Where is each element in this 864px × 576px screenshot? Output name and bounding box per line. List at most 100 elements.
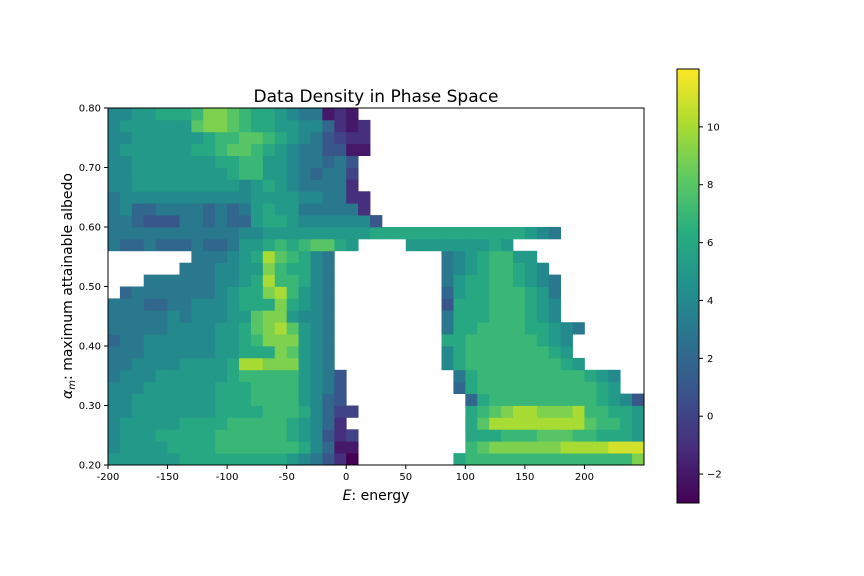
heatmap-cell xyxy=(524,310,538,323)
heatmap-cell xyxy=(524,429,538,442)
heatmap-cell xyxy=(108,346,121,359)
x-tick-label: 100 xyxy=(456,472,475,483)
heatmap-cell xyxy=(501,238,514,252)
heatmap-cell xyxy=(477,286,490,299)
heatmap-cell xyxy=(119,215,133,228)
heatmap-cell xyxy=(274,405,288,418)
heatmap-cell xyxy=(346,453,359,466)
heatmap-cell xyxy=(191,274,204,287)
heatmap-cell xyxy=(215,441,228,454)
heatmap-cell xyxy=(262,155,276,168)
heatmap-cell xyxy=(548,381,562,394)
heatmap-cell xyxy=(108,298,121,311)
heatmap-cell xyxy=(512,405,526,418)
heatmap-cell xyxy=(167,203,180,216)
heatmap-cell xyxy=(548,274,562,287)
heatmap-cell xyxy=(441,334,454,347)
heatmap-cell xyxy=(143,310,157,323)
heatmap-cell xyxy=(572,357,585,371)
x-tick-label: 150 xyxy=(515,472,534,483)
heatmap-cell xyxy=(131,381,145,394)
heatmap-cell xyxy=(465,286,478,299)
heatmap-cell xyxy=(477,369,490,383)
heatmap-cell xyxy=(143,405,157,418)
heatmap-cell xyxy=(143,227,157,240)
heatmap-cell xyxy=(501,322,514,335)
heatmap-cell xyxy=(620,405,633,418)
heatmap-cell xyxy=(262,441,276,454)
heatmap-cell xyxy=(572,369,585,383)
heatmap-cell xyxy=(501,357,514,371)
heatmap-cell xyxy=(143,334,157,347)
heatmap-cell xyxy=(632,441,645,454)
heatmap-cell xyxy=(250,381,264,394)
heatmap-cell xyxy=(167,167,180,180)
heatmap-cell xyxy=(465,250,478,264)
heatmap-cell xyxy=(286,131,299,145)
heatmap-cell xyxy=(119,322,133,335)
heatmap-cell xyxy=(298,203,311,216)
heatmap-cell xyxy=(477,393,490,406)
heatmap-cell xyxy=(227,143,240,156)
heatmap-cell xyxy=(322,369,335,383)
heatmap-cell xyxy=(167,405,180,418)
heatmap-cell xyxy=(131,131,145,145)
heatmap-cell xyxy=(227,108,240,121)
heatmap-cell xyxy=(191,453,204,466)
heatmap-cell xyxy=(108,238,121,252)
y-tick-label: 0.20 xyxy=(79,461,101,472)
heatmap-cell xyxy=(322,322,335,335)
heatmap-cell xyxy=(215,393,228,406)
heatmap-cell xyxy=(286,143,299,156)
heatmap-cell xyxy=(131,108,145,121)
heatmap-cell xyxy=(358,203,371,216)
heatmap-cell xyxy=(489,453,502,466)
heatmap-cell xyxy=(429,238,442,252)
heatmap-cell xyxy=(322,108,335,121)
heatmap-cell xyxy=(489,357,502,371)
heatmap-cell xyxy=(239,131,252,145)
heatmap-cell xyxy=(524,262,538,275)
heatmap-cell xyxy=(131,453,145,466)
heatmap-cell xyxy=(179,238,192,252)
heatmap-cell xyxy=(322,310,335,323)
heatmap-cell xyxy=(560,429,573,442)
heatmap-cell xyxy=(167,322,180,335)
heatmap-cell xyxy=(286,119,299,133)
heatmap-cell xyxy=(250,357,264,371)
heatmap-cell xyxy=(489,405,502,418)
heatmap-cell xyxy=(179,191,192,204)
heatmap-cell xyxy=(274,274,288,287)
heatmap-cell xyxy=(453,274,466,287)
heatmap-cell xyxy=(334,108,347,121)
heatmap-cell xyxy=(274,381,288,394)
heatmap-cell xyxy=(286,250,299,264)
heatmap-cell xyxy=(262,167,276,180)
heatmap-cell xyxy=(108,167,121,180)
heatmap-cell xyxy=(286,108,299,121)
heatmap-cell xyxy=(250,250,264,264)
heatmap-cell xyxy=(358,143,371,156)
heatmap-cell xyxy=(441,274,454,287)
heatmap-cell xyxy=(584,405,597,418)
heatmap-cell xyxy=(536,417,550,430)
colorbar-tick-label: 10 xyxy=(707,122,720,133)
heatmap-cell xyxy=(298,310,311,323)
heatmap-cell xyxy=(620,417,633,430)
heatmap-cell xyxy=(453,369,466,383)
heatmap-cell xyxy=(441,262,454,275)
heatmap-cell xyxy=(131,441,145,454)
heatmap-cell xyxy=(298,262,311,275)
colorbar-tick-label: −2 xyxy=(707,470,722,481)
heatmap-cell xyxy=(155,143,168,156)
heatmap-cell xyxy=(512,393,526,406)
heatmap-cell xyxy=(167,334,180,347)
heatmap-cell xyxy=(215,155,228,168)
heatmap-cell xyxy=(191,286,204,299)
heatmap-cell xyxy=(548,322,562,335)
heatmap-cell xyxy=(370,215,383,228)
heatmap-cell xyxy=(322,346,335,359)
heatmap-cell xyxy=(453,250,466,264)
heatmap-cell xyxy=(108,334,121,347)
